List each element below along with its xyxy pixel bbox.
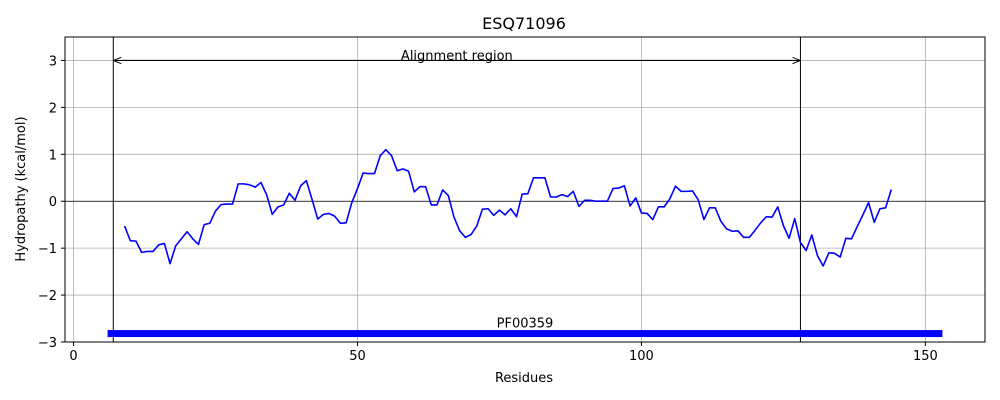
- x-tick-label: 0: [69, 349, 77, 364]
- y-axis-label: Hydropathy (kcal/mol): [14, 116, 29, 261]
- y-tick-label: −1: [38, 242, 57, 257]
- grid-lines: [65, 37, 985, 343]
- x-tick-label: 50: [349, 349, 366, 364]
- domain-bar: [107, 330, 943, 338]
- y-tick-label: −2: [38, 289, 57, 304]
- y-tick-label: 0: [49, 195, 57, 210]
- domain-bars: PF00359: [107, 317, 943, 338]
- x-axis-label: Residues: [495, 371, 553, 386]
- y-tick-label: 2: [49, 101, 57, 116]
- domain-label: PF00359: [497, 317, 554, 332]
- plot-frame: [64, 36, 986, 343]
- x-tick-label: 150: [913, 349, 938, 364]
- y-tick-label: −3: [38, 336, 57, 351]
- y-tick-label: 1: [49, 148, 57, 163]
- alignment-region: Alignment region: [112, 37, 801, 342]
- x-axis-ticks: 0 50 100 150: [69, 342, 938, 364]
- y-tick-label: 3: [49, 54, 57, 69]
- chart-title: ESQ71096: [482, 14, 566, 33]
- x-tick-label: 100: [629, 349, 654, 364]
- hydropathy-line: [123, 148, 893, 267]
- y-axis-ticks: −3 −2 −1 0 1 2 3: [38, 54, 65, 351]
- series-lines: [123, 148, 893, 267]
- region-label: Alignment region: [401, 49, 513, 64]
